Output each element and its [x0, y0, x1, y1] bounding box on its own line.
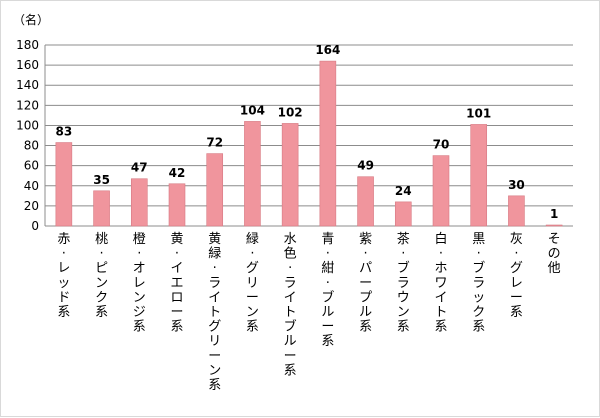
bar [244, 121, 261, 227]
bar [130, 178, 148, 227]
bar [545, 224, 563, 227]
y-tick-label: 140 [16, 78, 39, 92]
data-label: 70 [433, 138, 450, 152]
data-label: 24 [395, 184, 412, 198]
data-label: 30 [508, 178, 525, 192]
data-label: 72 [206, 136, 223, 150]
bar [319, 60, 337, 227]
bar [93, 190, 110, 227]
y-tick-label: 100 [16, 118, 39, 132]
category-label: 黄·イエロー系 [170, 232, 183, 335]
data-label: 47 [131, 161, 148, 175]
category-label: 白·ホワイト系 [434, 231, 447, 335]
y-tick-label: 40 [24, 179, 39, 193]
data-label: 35 [93, 173, 110, 187]
category-label: 橙·オレンジ系 [133, 232, 146, 335]
category-label: 赤·レッド系 [57, 232, 70, 320]
data-label: 49 [357, 159, 374, 173]
data-label: 101 [466, 106, 491, 120]
category-label: 黒·ブラック系 [472, 232, 485, 335]
bars [55, 60, 563, 227]
category-label: 桃·ピンク系 [95, 232, 108, 320]
bar [357, 176, 374, 227]
y-tick-label: 160 [16, 58, 39, 72]
data-label: 1 [550, 207, 558, 221]
bar [394, 201, 412, 227]
data-label: 83 [56, 125, 73, 139]
data-labels: 83 35 47 42 72 104 102 164 49 24 70 101 30 1 [56, 43, 559, 221]
bar [55, 142, 73, 227]
category-label: 灰·グレー系 [510, 232, 523, 320]
category-labels: 赤·レッド系 桃·ピンク系 橙·オレンジ系 黄·イエロー系 黄緑·ライトグリーン系 緑·グ… [57, 231, 560, 393]
category-label: 青·紺·ブルー系 [321, 232, 334, 349]
gridlines [45, 44, 573, 227]
y-tick-label: 80 [24, 139, 39, 153]
data-label: 42 [169, 166, 186, 180]
y-tick-label: 60 [24, 159, 39, 173]
bar [206, 153, 224, 227]
y-unit-label: （名） [13, 12, 49, 27]
bar [432, 155, 450, 227]
axes [44, 45, 573, 227]
category-label: その他 [548, 232, 561, 276]
bar [281, 123, 299, 227]
category-label: 茶·ブラウン系 [397, 231, 410, 335]
y-tick-label: 20 [24, 199, 39, 213]
category-label: 水色·ライトブルー系 [284, 232, 297, 378]
data-label: 102 [278, 105, 303, 119]
y-tick-label: 180 [16, 38, 39, 52]
y-tick-labels: 0 20 40 60 80 100 120 140 160 180 [16, 38, 39, 233]
y-tick-label: 0 [31, 219, 39, 233]
bar [508, 195, 525, 227]
category-label: 黄緑·ライトグリーン系 [208, 232, 221, 393]
data-label: 104 [240, 103, 265, 117]
category-label: 紫·パープル系 [359, 232, 372, 335]
bar [168, 183, 186, 227]
data-label: 164 [315, 43, 340, 57]
category-label: 緑·グリーン系 [246, 232, 259, 335]
y-tick-label: 120 [16, 98, 39, 112]
bar [470, 124, 488, 227]
